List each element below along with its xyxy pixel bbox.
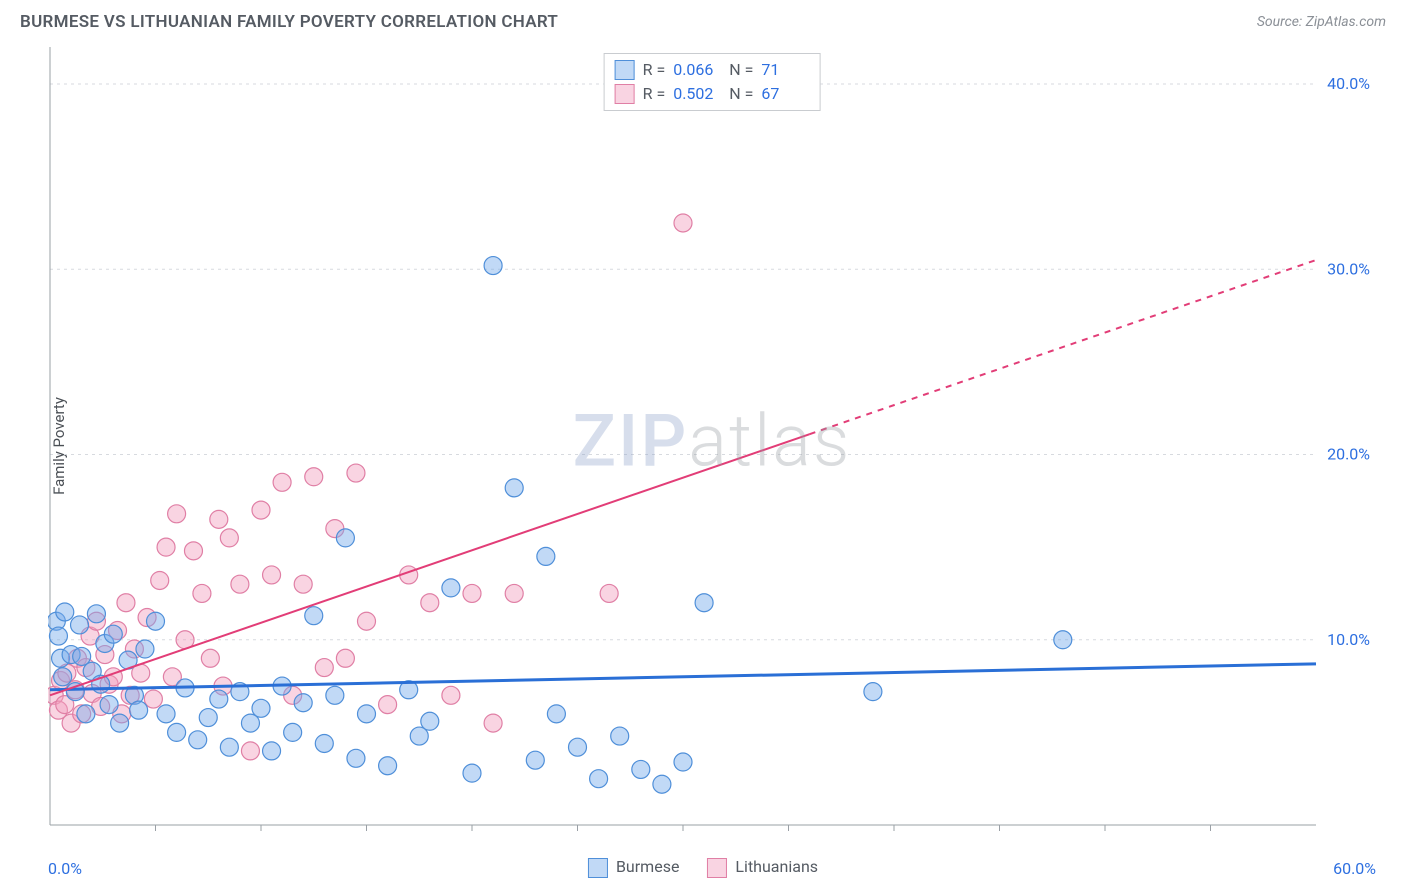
x-axis-min-label: 0.0% xyxy=(48,859,82,878)
source-prefix: Source: xyxy=(1257,14,1306,30)
stats-legend: R = 0.066 N = 71 R = 0.502 N = 67 xyxy=(604,53,821,111)
legend-item-b: Lithuanians xyxy=(707,857,818,878)
r-value-a: 0.066 xyxy=(673,58,721,82)
swatch-a xyxy=(615,60,635,80)
swatch-b xyxy=(615,84,635,104)
scatter-chart: 10.0% 20.0% 30.0% 40.0% xyxy=(48,45,1376,837)
svg-text:20.0%: 20.0% xyxy=(1327,445,1370,464)
n-value-a: 71 xyxy=(761,58,809,82)
swatch-b xyxy=(707,858,727,878)
swatch-a xyxy=(588,858,608,878)
source-name: ZipAtlas.com xyxy=(1306,14,1386,30)
x-axis-max-label: 60.0% xyxy=(1333,859,1376,878)
n-label: N = xyxy=(729,82,753,106)
svg-text:40.0%: 40.0% xyxy=(1327,74,1370,93)
page-title: BURMESE VS LITHUANIAN FAMILY POVERTY COR… xyxy=(20,12,558,32)
svg-text:30.0%: 30.0% xyxy=(1327,259,1370,278)
legend-label-a: Burmese xyxy=(616,857,679,876)
stats-row-a: R = 0.066 N = 71 xyxy=(615,58,810,82)
n-value-b: 67 xyxy=(761,82,809,106)
chart-area: 10.0% 20.0% 30.0% 40.0% R = 0.066 N = 71 R … xyxy=(48,45,1376,837)
legend-label-b: Lithuanians xyxy=(735,857,818,876)
n-label: N = xyxy=(729,58,753,82)
r-label: R = xyxy=(643,58,666,82)
series-legend: Burmese Lithuanians xyxy=(588,857,818,878)
r-value-b: 0.502 xyxy=(673,82,721,106)
source-attribution: Source: ZipAtlas.com xyxy=(1257,14,1386,30)
svg-text:10.0%: 10.0% xyxy=(1327,630,1370,649)
stats-row-b: R = 0.502 N = 67 xyxy=(615,82,810,106)
r-label: R = xyxy=(643,82,666,106)
legend-item-a: Burmese xyxy=(588,857,679,878)
